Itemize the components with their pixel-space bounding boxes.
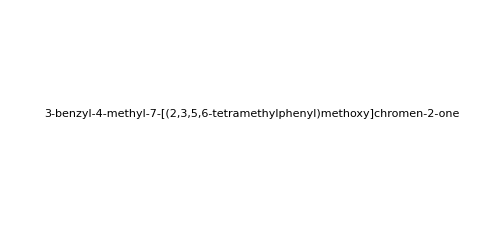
Text: 3-benzyl-4-methyl-7-[(2,3,5,6-tetramethylphenyl)methoxy]chromen-2-one: 3-benzyl-4-methyl-7-[(2,3,5,6-tetramethy… — [44, 109, 459, 119]
